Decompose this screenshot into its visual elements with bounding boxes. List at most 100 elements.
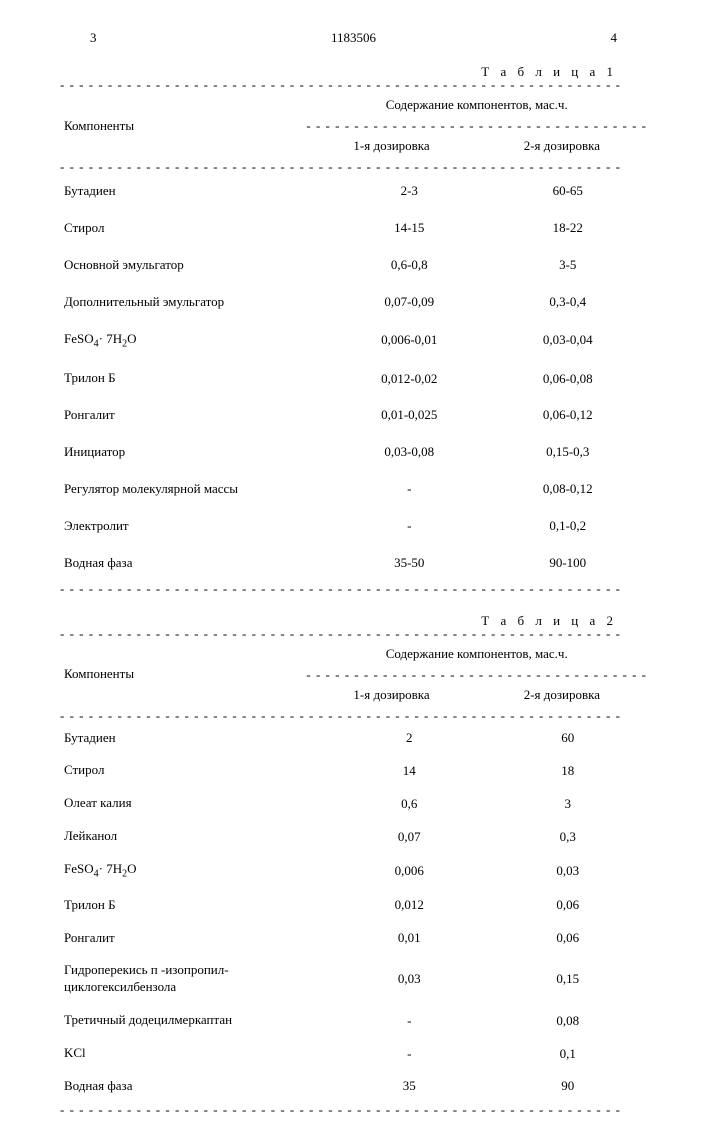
dose1-value: 0,012 <box>330 889 488 922</box>
dose1-value: 0,006 <box>330 853 488 889</box>
table-row: Третичный додецилмеркаптан-0,08 <box>60 1004 647 1037</box>
dose2-value: 0,3-0,4 <box>489 284 648 321</box>
dose2-value: 0,1 <box>489 1037 648 1070</box>
dose2-value: 18 <box>489 754 648 787</box>
component-name: Стирол <box>60 754 330 787</box>
component-name: Электролит <box>60 508 330 545</box>
dose2-value: 90-100 <box>489 545 648 582</box>
dose2-value: 0,06 <box>489 889 648 922</box>
dose2-value: 60-65 <box>489 173 648 210</box>
dose1-value: 2 <box>330 722 488 755</box>
dose1-value: 35 <box>330 1070 488 1103</box>
dose1-value: 0,01 <box>330 922 488 955</box>
table2-col-dose1: 1-я дозировка <box>306 681 476 709</box>
component-name: Олеат калия <box>60 787 330 820</box>
dose2-value: 0,1-0,2 <box>489 508 648 545</box>
component-name: Бутадиен <box>60 173 330 210</box>
table1-body: Бутадиен2-360-65Стирол14-1518-22Основной… <box>60 173 647 582</box>
document-number: 1183506 <box>120 30 587 46</box>
dose2-value: 0,06 <box>489 922 648 955</box>
table-row: Стирол1418 <box>60 754 647 787</box>
table2-col-components: Компоненты <box>60 640 306 709</box>
table-row: Основной эмульгатор0,6-0,83-5 <box>60 247 647 284</box>
dose1-value: - <box>330 508 488 545</box>
table-row: KCl-0,1 <box>60 1037 647 1070</box>
component-name: Трилон Б <box>60 889 330 922</box>
dose2-value: 0,3 <box>489 820 648 853</box>
component-name: Бутадиен <box>60 722 330 755</box>
table2-col-dose2: 2-я дозировка <box>477 681 647 709</box>
table1-header-span: Содержание компонентов, мас.ч. <box>306 91 647 119</box>
dose2-value: 0,03 <box>489 853 648 889</box>
dose1-value: 2-3 <box>330 173 488 210</box>
divider: - - - - - - - - - - - - - - - - - - - - … <box>60 709 647 722</box>
table-row: Бутадиен2-360-65 <box>60 173 647 210</box>
dose1-value: 14-15 <box>330 210 488 247</box>
dose1-value: 0,07 <box>330 820 488 853</box>
component-name: Ронгалит <box>60 397 330 434</box>
dose1-value: 0,01-0,025 <box>330 397 488 434</box>
divider: - - - - - - - - - - - - - - - - - - - - … <box>60 78 647 91</box>
table2: Компоненты Содержание компонентов, мас.ч… <box>60 640 647 709</box>
table-row: Электролит-0,1-0,2 <box>60 508 647 545</box>
dose2-value: 0,03-0,04 <box>489 321 648 361</box>
table-row: FeSO4· 7H2O0,0060,03 <box>60 853 647 889</box>
table-row: Дополнительный эмульгатор0,07-0,090,3-0,… <box>60 284 647 321</box>
dose1-value: 0,03-0,08 <box>330 434 488 471</box>
table1-col-dose2: 2-я дозировка <box>477 132 647 160</box>
component-name: Водная фаза <box>60 1070 330 1103</box>
component-name: Стирол <box>60 210 330 247</box>
dose1-value: 0,006-0,01 <box>330 321 488 361</box>
dose1-value: 0,6-0,8 <box>330 247 488 284</box>
component-name: Водная фаза <box>60 545 330 582</box>
dose2-value: 0,06-0,08 <box>489 360 648 397</box>
table-row: FeSO4· 7H2O0,006-0,010,03-0,04 <box>60 321 647 361</box>
dose1-value: 0,012-0,02 <box>330 360 488 397</box>
component-name: Регулятор молекулярной массы <box>60 471 330 508</box>
divider: - - - - - - - - - - - - - - - - - - - - … <box>306 119 647 132</box>
dose2-value: 18-22 <box>489 210 648 247</box>
table1-col-components: Компоненты <box>60 91 306 160</box>
dose1-value: - <box>330 1037 488 1070</box>
component-name: FeSO4· 7H2O <box>60 853 330 889</box>
table-row: Стирол14-1518-22 <box>60 210 647 247</box>
dose1-value: 0,07-0,09 <box>330 284 488 321</box>
dose1-value: - <box>330 471 488 508</box>
dose2-value: 3 <box>489 787 648 820</box>
component-name: Инициатор <box>60 434 330 471</box>
table1: Компоненты Содержание компонентов, мас.ч… <box>60 91 647 160</box>
dose1-value: 35-50 <box>330 545 488 582</box>
dose1-value: 0,03 <box>330 954 488 1004</box>
divider: - - - - - - - - - - - - - - - - - - - - … <box>60 160 647 173</box>
table-row: Ронгалит0,01-0,0250,06-0,12 <box>60 397 647 434</box>
table2-header-span: Содержание компонентов, мас.ч. <box>306 640 647 668</box>
component-name: Лейканол <box>60 820 330 853</box>
divider: - - - - - - - - - - - - - - - - - - - - … <box>60 1103 647 1116</box>
component-name: KCl <box>60 1037 330 1070</box>
component-name: Гидроперекись п -изопропил-циклогексилбе… <box>60 954 330 1004</box>
divider: - - - - - - - - - - - - - - - - - - - - … <box>306 668 647 681</box>
divider: - - - - - - - - - - - - - - - - - - - - … <box>60 582 647 595</box>
table-row: Водная фаза35-5090-100 <box>60 545 647 582</box>
table2-body: Бутадиен260Стирол1418Олеат калия0,63Лейк… <box>60 722 647 1103</box>
component-name: Третичный додецилмеркаптан <box>60 1004 330 1037</box>
table-row: Трилон Б0,012-0,020,06-0,08 <box>60 360 647 397</box>
component-name: FeSO4· 7H2O <box>60 321 330 361</box>
divider: - - - - - - - - - - - - - - - - - - - - … <box>60 627 647 640</box>
dose1-value: 0,6 <box>330 787 488 820</box>
table-row: Бутадиен260 <box>60 722 647 755</box>
table-row: Регулятор молекулярной массы-0,08-0,12 <box>60 471 647 508</box>
dose2-value: 0,06-0,12 <box>489 397 648 434</box>
table-row: Олеат калия0,63 <box>60 787 647 820</box>
component-name: Ронгалит <box>60 922 330 955</box>
page-num-right: 4 <box>587 30 617 46</box>
component-name: Основной эмульгатор <box>60 247 330 284</box>
table-row: Трилон Б0,0120,06 <box>60 889 647 922</box>
component-name: Дополнительный эмульгатор <box>60 284 330 321</box>
page-num-left: 3 <box>90 30 120 46</box>
table-row: Водная фаза3590 <box>60 1070 647 1103</box>
dose2-value: 0,15-0,3 <box>489 434 648 471</box>
dose2-value: 0,15 <box>489 954 648 1004</box>
table-row: Лейканол0,070,3 <box>60 820 647 853</box>
table-row: Ронгалит0,010,06 <box>60 922 647 955</box>
